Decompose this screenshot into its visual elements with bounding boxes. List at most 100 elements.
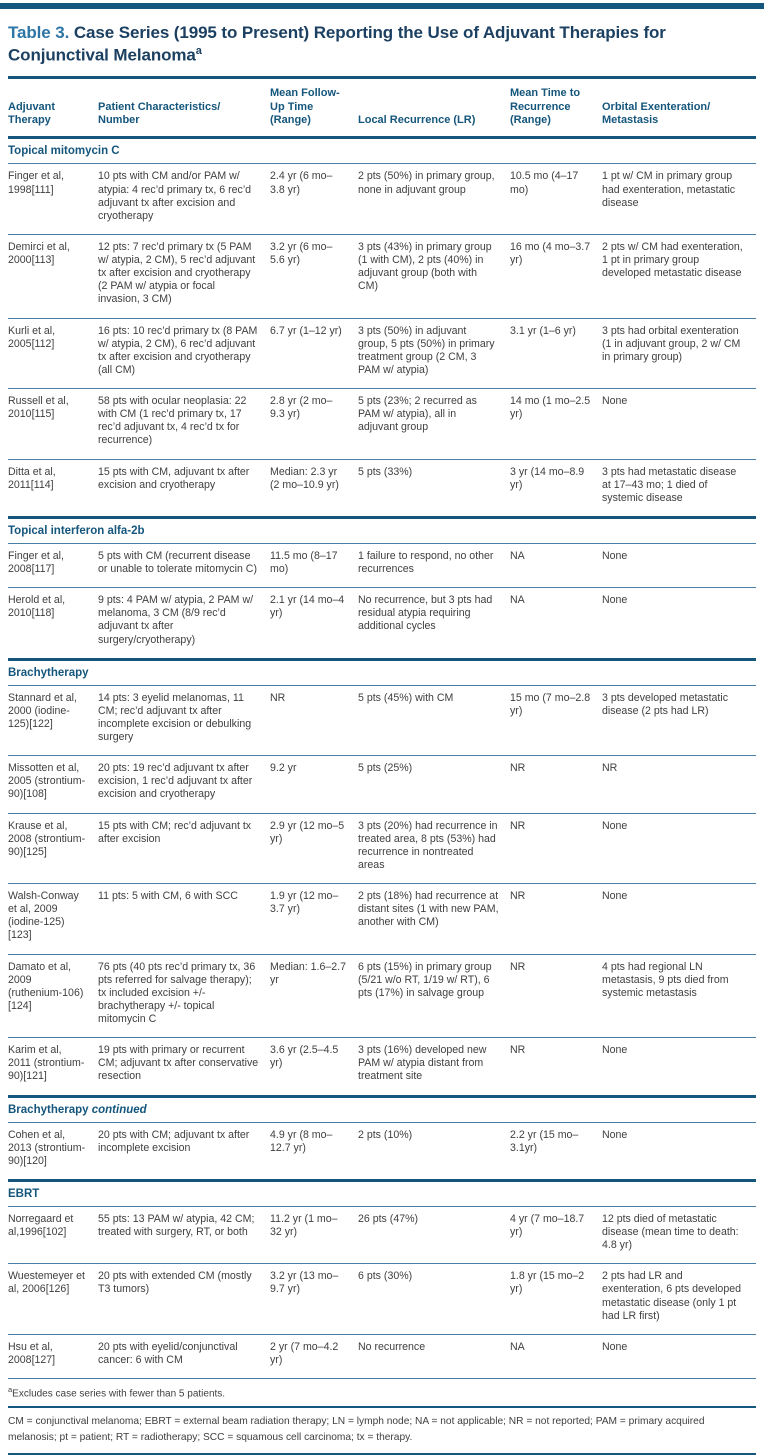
cell-time-to-recurrence: 3.1 yr (1–6 yr) xyxy=(510,324,576,337)
section-title: Brachytherapy xyxy=(8,666,89,679)
section-header-row: Brachytherapy continued xyxy=(8,1096,756,1122)
cell-local-recurrence: 1 failure to respond, no other recurrenc… xyxy=(358,549,494,575)
cell-characteristics: 58 pts with ocular neoplasia: 22 with CM… xyxy=(98,395,247,447)
cell-orbital: 2 pts w/ CM had exenteration, 1 pt in pr… xyxy=(602,240,743,280)
cell-characteristics: 19 pts with primary or recurrent CM; adj… xyxy=(98,1044,259,1083)
cell-local-recurrence: 6 pts (30%) xyxy=(358,1270,413,1283)
cell-study: Hsu et al, 2008[127] xyxy=(8,1340,56,1366)
cell-orbital: None xyxy=(602,1128,628,1141)
footnote-exclusion: aExcludes case series with fewer than 5 … xyxy=(8,1379,756,1406)
cell-follow-up: 2 yr (7 mo–4.2 yr) xyxy=(270,1340,339,1366)
cell-follow-up: 9.2 yr xyxy=(270,762,297,775)
cell-characteristics: 12 pts: 7 rec’d primary tx (5 PAM w/ aty… xyxy=(98,240,256,306)
cell-study: Karim et al, 2011 (strontium-90)[121] xyxy=(8,1044,85,1083)
cell-time-to-recurrence: 4 yr (7 mo–18.7 yr) xyxy=(510,1212,585,1238)
cell-study: Finger et al, 1998[111] xyxy=(8,170,64,196)
cell-follow-up: 6.7 yr (1–12 yr) xyxy=(270,324,342,337)
cell-time-to-recurrence: NR xyxy=(510,1044,526,1057)
cell-time-to-recurrence: NA xyxy=(510,1340,525,1353)
cell-study: Kurli et al, 2005[112] xyxy=(8,324,56,350)
section-title: Topical interferon alfa-2b xyxy=(8,524,145,537)
cell-time-to-recurrence: NR xyxy=(510,960,526,973)
cell-orbital: 4 pts had regional LN metastasis, 9 pts … xyxy=(602,960,729,999)
cell-study: Missotten et al, 2005 (strontium-90)[108… xyxy=(8,762,86,801)
cell-characteristics: 15 pts with CM; rec’d adjuvant tx after … xyxy=(98,819,252,845)
col-header-local-recurrence: Local Recurrence (LR) xyxy=(358,76,510,140)
cell-local-recurrence: 2 pts (18%) had recurrence at distant si… xyxy=(358,890,499,929)
cell-orbital: 1 pt w/ CM in primary group had exentera… xyxy=(602,170,736,209)
cell-study: Demirci et al, 2000[113] xyxy=(8,240,70,266)
table-row: Damato et al, 2009 (ruthenium-106)[124] 7… xyxy=(8,954,756,1038)
cell-study: Ditta et al, 2011[114] xyxy=(8,465,56,491)
cell-characteristics: 20 pts with CM; adjuvant tx after incomp… xyxy=(98,1128,250,1154)
cell-time-to-recurrence: 14 mo (1 mo–2.5 yr) xyxy=(510,395,591,421)
cell-orbital: None xyxy=(602,594,628,607)
section-header-row: Topical mitomycin C xyxy=(8,137,756,164)
cell-time-to-recurrence: 1.8 yr (15 mo–2 yr) xyxy=(510,1270,585,1296)
cell-local-recurrence: 5 pts (45%) with CM xyxy=(358,691,454,704)
cell-follow-up: 1.9 yr (12 mo–3.7 yr) xyxy=(270,890,339,916)
col-header-mean-time-to-recurrence: Mean Time to Recurrence (Range) xyxy=(510,76,602,140)
table-row: Wuestemeyer et al, 2006[126] 20 pts with … xyxy=(8,1263,756,1335)
table-row: Missotten et al, 2005 (strontium-90)[108… xyxy=(8,755,756,813)
cell-characteristics: 11 pts: 5 with CM, 6 with SCC xyxy=(98,890,238,902)
cell-characteristics: 20 pts with extended CM (mostly T3 tumor… xyxy=(98,1270,252,1296)
cell-follow-up: 4.9 yr (8 mo–12.7 yr) xyxy=(270,1128,333,1154)
table-title: Table 3. Case Series (1995 to Present) R… xyxy=(8,22,756,66)
table-row: Hsu et al, 2008[127] 20 pts with eyelid/c… xyxy=(8,1334,756,1379)
case-series-table: Adjuvant Therapy Patient Characteristics… xyxy=(8,76,756,1379)
table-row: Stannard et al, 2000 (iodine-125)[122] 14… xyxy=(8,685,756,756)
cell-orbital: 3 pts had metastatic disease at 17–43 mo… xyxy=(602,465,737,504)
cell-local-recurrence: 6 pts (15%) in primary group (5/21 w/o R… xyxy=(358,960,492,999)
section-header-row: Topical interferon alfa-2b xyxy=(8,517,756,544)
cell-time-to-recurrence: 2.2 yr (15 mo–3.1yr) xyxy=(510,1128,579,1154)
cell-local-recurrence: 3 pts (16%) developed new PAM w/ atypia … xyxy=(358,1044,487,1083)
cell-study: Norregaard et al,1996[102] xyxy=(8,1212,74,1238)
cell-study: Cohen et al, 2013 (strontium-90)[120] xyxy=(8,1128,86,1167)
col-header-patient-characteristics: Patient Characteristics/ Number xyxy=(98,76,270,140)
title-footnote-marker: a xyxy=(195,44,202,57)
table-row: Russell et al, 2010[115] 58 pts with ocul… xyxy=(8,388,756,460)
cell-orbital: 2 pts had LR and exenteration, 6 pts dev… xyxy=(602,1270,741,1322)
col-header-adjuvant-therapy: Adjuvant Therapy xyxy=(8,76,98,140)
column-header-row: Adjuvant Therapy Patient Characteristics… xyxy=(8,76,756,140)
table-title-text: Case Series (1995 to Present) Reporting … xyxy=(8,23,666,65)
section-title: Brachytherapy continued xyxy=(8,1103,147,1116)
table-row: Demirci et al, 2000[113] 12 pts: 7 rec’d … xyxy=(8,234,756,318)
cell-follow-up: 2.4 yr (6 mo–3.8 yr) xyxy=(270,170,333,196)
cell-time-to-recurrence: 10.5 mo (4–17 mo) xyxy=(510,170,579,196)
section-title: Topical mitomycin C xyxy=(8,145,120,158)
cell-characteristics: 10 pts with CM and/or PAM w/ atypia: 4 r… xyxy=(98,170,252,222)
cell-orbital: NR xyxy=(602,762,618,775)
cell-local-recurrence: 5 pts (33%) xyxy=(358,465,413,478)
cell-local-recurrence: 3 pts (43%) in primary group (1 with CM)… xyxy=(358,240,492,293)
col-header-orbital-exenteration: Orbital Exenteration/ Metastasis xyxy=(602,76,756,140)
cell-time-to-recurrence: NR xyxy=(510,890,526,902)
cell-study: Wuestemeyer et al, 2006[126] xyxy=(8,1270,85,1296)
cell-follow-up: 11.2 yr (1 mo–32 yr) xyxy=(270,1212,338,1238)
table-row: Herold et al, 2010[118] 9 pts: 4 PAM w/ a… xyxy=(8,587,756,660)
cell-follow-up: 3.6 yr (2.5–4.5 yr) xyxy=(270,1044,339,1070)
table-row: Finger et al, 2008[117] 5 pts with CM (re… xyxy=(8,543,756,587)
cell-characteristics: 16 pts: 10 rec’d primary tx (8 PAM w/ at… xyxy=(98,324,258,376)
cell-study: Finger et al, 2008[117] xyxy=(8,549,64,575)
cell-follow-up: 11.5 mo (8–17 mo) xyxy=(270,549,338,575)
cell-orbital: 12 pts died of metastatic disease (mean … xyxy=(602,1212,739,1252)
cell-study: Damato et al, 2009 (ruthenium-106)[124] xyxy=(8,960,84,1012)
cell-orbital: None xyxy=(602,395,628,407)
footnote-exclusion-text: Excludes case series with fewer than 5 p… xyxy=(12,1388,226,1400)
table-row: Krause et al, 2008 (strontium-90)[125] 15… xyxy=(8,813,756,884)
cell-study: Herold et al, 2010[118] xyxy=(8,594,66,620)
table-row: Walsh-Conway et al, 2009 (iodine-125)[12… xyxy=(8,883,756,955)
cell-follow-up: 3.2 yr (6 mo–5.6 yr) xyxy=(270,240,333,266)
cell-local-recurrence: 2 pts (10%) xyxy=(358,1128,413,1141)
cell-time-to-recurrence: 3 yr (14 mo–8.9 yr) xyxy=(510,465,585,491)
cell-time-to-recurrence: 16 mo (4 mo–3.7 yr) xyxy=(510,240,591,266)
cell-local-recurrence: 26 pts (47%) xyxy=(358,1212,419,1225)
col-header-mean-followup: Mean Follow- Up Time (Range) xyxy=(270,76,358,140)
cell-time-to-recurrence: NR xyxy=(510,762,526,775)
table-body: Topical mitomycin C Finger et al, 1998[11… xyxy=(8,137,756,1379)
cell-follow-up: 2.8 yr (2 mo–9.3 yr) xyxy=(270,395,333,421)
cell-orbital: None xyxy=(602,1044,628,1057)
cell-follow-up: 2.1 yr (14 mo–4 yr) xyxy=(270,594,345,620)
